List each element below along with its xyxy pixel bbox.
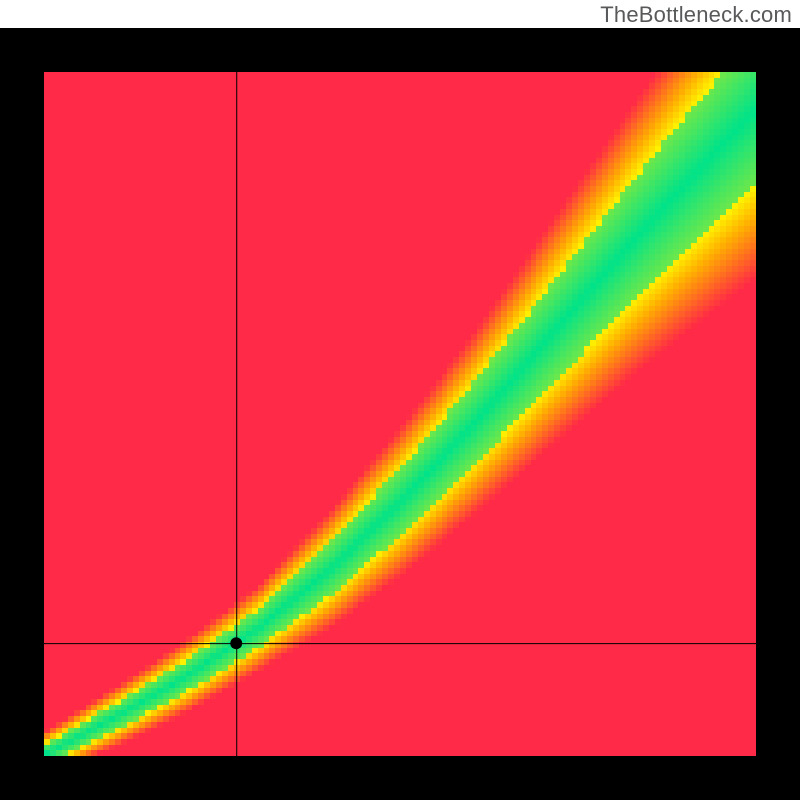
bottleneck-heatmap-canvas <box>0 0 800 800</box>
watermark-label: TheBottleneck.com <box>600 2 792 28</box>
